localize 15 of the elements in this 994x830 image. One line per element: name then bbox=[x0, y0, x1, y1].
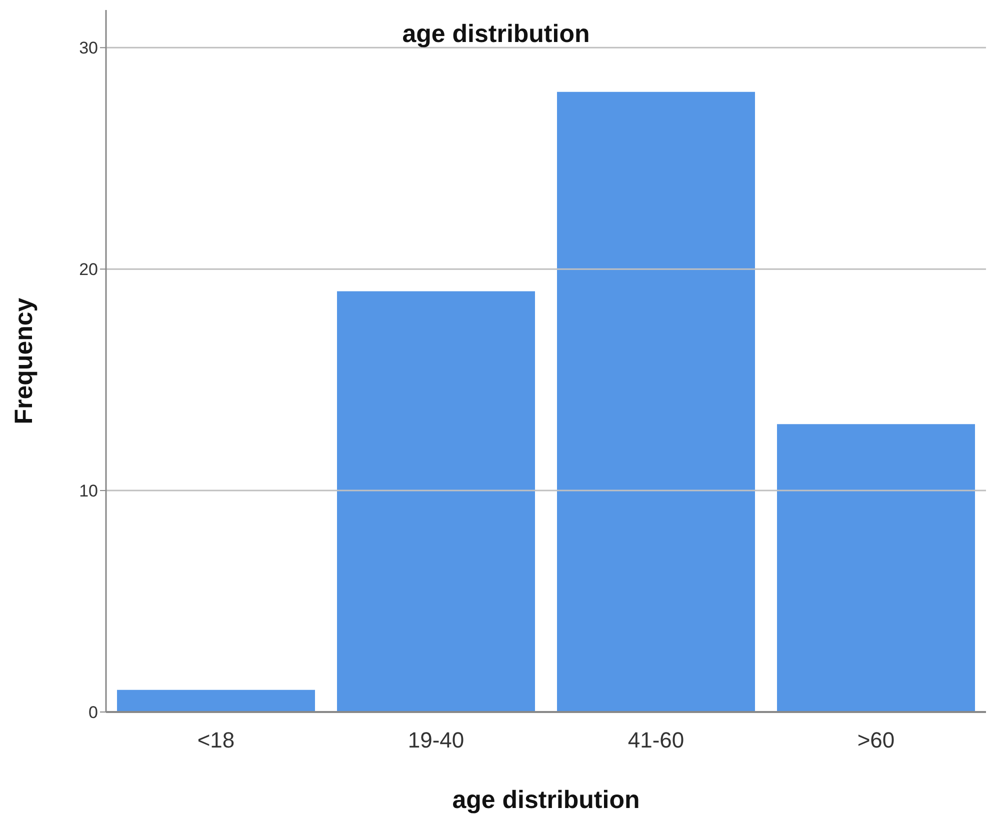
x-axis-title: age distribution bbox=[452, 786, 640, 814]
y-tick-label: 10 bbox=[79, 482, 98, 501]
bar bbox=[117, 690, 315, 712]
y-tick-label: 30 bbox=[79, 38, 98, 58]
x-tick-label: 41-60 bbox=[628, 728, 684, 753]
bar bbox=[557, 92, 755, 712]
bar bbox=[777, 424, 975, 712]
x-tick-label: >60 bbox=[857, 728, 895, 753]
bar bbox=[337, 291, 535, 712]
x-tick-label: <18 bbox=[197, 728, 235, 753]
y-tick-label: 20 bbox=[79, 260, 98, 280]
y-axis-title: Frequency bbox=[10, 298, 38, 424]
chart-title: age distribution bbox=[401, 20, 591, 49]
y-tick-label: 0 bbox=[88, 703, 98, 722]
x-tick-label: 19-40 bbox=[408, 728, 464, 753]
